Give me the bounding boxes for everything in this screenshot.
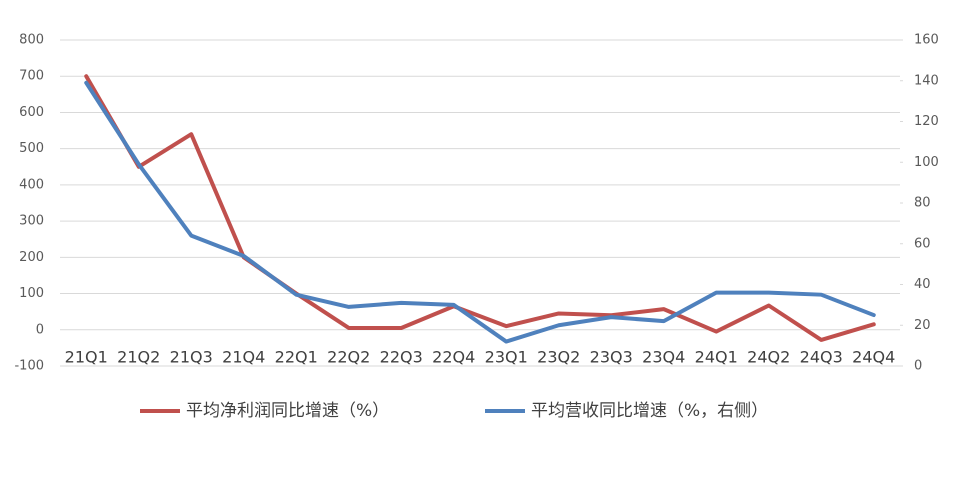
y2-tick-label: 60: [914, 236, 931, 251]
x-tick-label: 22Q2: [327, 348, 370, 367]
y-tick-label: 500: [19, 141, 44, 156]
y-tick-label: -100: [14, 359, 44, 374]
x-tick-label: 23Q3: [590, 348, 633, 367]
y-tick-label: 600: [19, 105, 44, 120]
series-line: [84, 74, 876, 342]
legend-label: 平均净利润同比增速（%）: [186, 401, 389, 421]
x-tick-label: 24Q4: [852, 348, 895, 367]
x-tick-label: 22Q3: [380, 348, 423, 367]
y2-tick-label: 120: [914, 114, 939, 129]
x-tick-label: 21Q2: [117, 348, 160, 367]
x-tick-label: 21Q3: [170, 348, 213, 367]
y2-tick-label: 80: [914, 196, 931, 211]
x-tick-label: 22Q1: [275, 348, 318, 367]
y-tick-label: 700: [19, 69, 44, 84]
y2-tick-label: 40: [914, 277, 931, 292]
y-tick-label: 100: [19, 286, 44, 301]
y-tick-label: 300: [19, 214, 44, 229]
x-tick-label: 21Q1: [65, 348, 108, 367]
x-tick-label: 21Q4: [222, 348, 265, 367]
x-tick-label: 23Q2: [537, 348, 580, 367]
y2-tick-label: 0: [914, 359, 922, 374]
x-tick-label: 23Q4: [642, 348, 685, 367]
x-tick-label: 24Q1: [695, 348, 738, 367]
series-line: [84, 80, 876, 344]
y-tick-label: 400: [19, 177, 44, 192]
y2-tick-label: 100: [914, 155, 939, 170]
y2-tick-label: 160: [914, 33, 939, 48]
y2-tick-label: 20: [914, 318, 931, 333]
x-tick-label: 24Q3: [800, 348, 843, 367]
y-tick-label: 0: [36, 322, 44, 337]
x-tick-label: 22Q4: [432, 348, 475, 367]
y2-tick-label: 140: [914, 73, 939, 88]
legend-label: 平均营收同比增速（%，右侧）: [531, 401, 768, 421]
x-tick-label: 23Q1: [485, 348, 528, 367]
y-tick-label: 800: [19, 33, 44, 48]
y-tick-label: 200: [19, 250, 44, 265]
x-tick-label: 24Q2: [747, 348, 790, 367]
